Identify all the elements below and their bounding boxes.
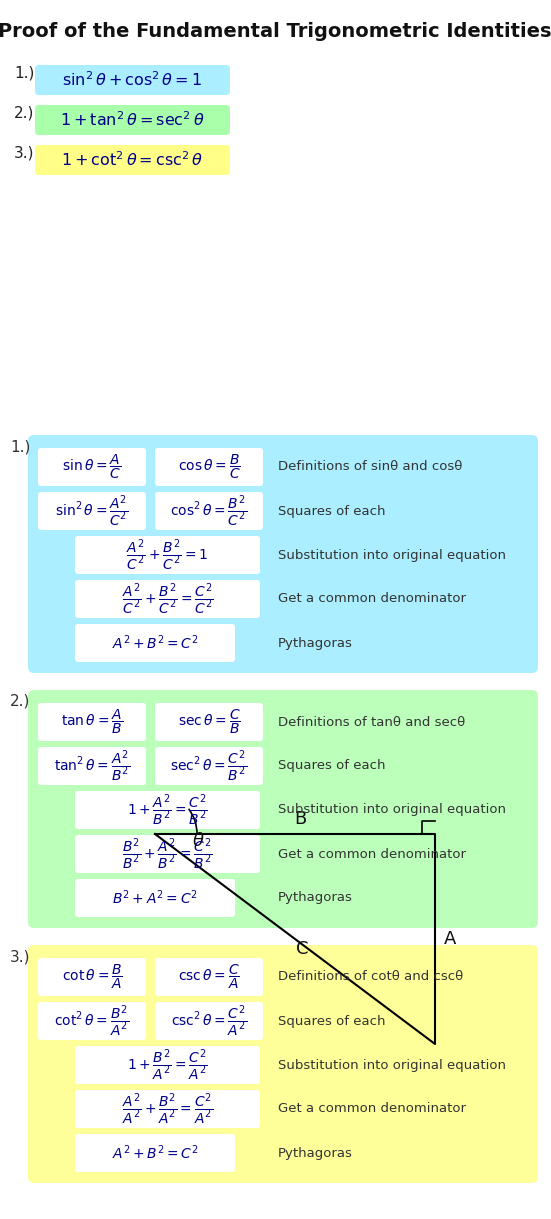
Text: $\sin^{2}\theta = \dfrac{A^{2}}{C^{2}}$: $\sin^{2}\theta = \dfrac{A^{2}}{C^{2}}$: [55, 494, 129, 529]
Text: $\cot\theta = \dfrac{B}{A}$: $\cot\theta = \dfrac{B}{A}$: [62, 963, 122, 991]
FancyBboxPatch shape: [35, 105, 230, 135]
Text: $\dfrac{A^{2}}{C^{2}}+\dfrac{B^{2}}{C^{2}}=1$: $\dfrac{A^{2}}{C^{2}}+\dfrac{B^{2}}{C^{2…: [126, 538, 209, 573]
FancyBboxPatch shape: [75, 1046, 260, 1084]
FancyBboxPatch shape: [75, 791, 260, 829]
Text: B: B: [294, 809, 306, 828]
FancyBboxPatch shape: [155, 747, 263, 785]
Text: Squares of each: Squares of each: [278, 1014, 386, 1028]
Text: $\dfrac{A^{2}}{C^{2}}+\dfrac{B^{2}}{C^{2}}=\dfrac{C^{2}}{C^{2}}$: $\dfrac{A^{2}}{C^{2}}+\dfrac{B^{2}}{C^{2…: [122, 581, 213, 617]
Text: 1.): 1.): [10, 439, 30, 453]
Text: $A^{2}+B^{2}=C^{2}$: $A^{2}+B^{2}=C^{2}$: [112, 634, 198, 652]
FancyBboxPatch shape: [75, 1090, 260, 1128]
FancyBboxPatch shape: [38, 958, 146, 996]
Text: $1 + \tan^{2}\theta = \sec^{2}\theta$: $1 + \tan^{2}\theta = \sec^{2}\theta$: [60, 111, 205, 129]
Text: $\dfrac{A^{2}}{A^{2}}+\dfrac{B^{2}}{A^{2}}=\dfrac{C^{2}}{A^{2}}$: $\dfrac{A^{2}}{A^{2}}+\dfrac{B^{2}}{A^{2…: [122, 1091, 213, 1126]
FancyBboxPatch shape: [155, 492, 263, 530]
Text: Pythagoras: Pythagoras: [278, 891, 353, 904]
Text: $1+\dfrac{A^{2}}{B^{2}}=\dfrac{C^{2}}{B^{2}}$: $1+\dfrac{A^{2}}{B^{2}}=\dfrac{C^{2}}{B^…: [127, 792, 208, 828]
Text: Get a common denominator: Get a common denominator: [278, 592, 466, 606]
Text: $B^{2}+A^{2}=C^{2}$: $B^{2}+A^{2}=C^{2}$: [112, 889, 198, 907]
Text: $\sin^{2}\theta + \cos^{2}\theta = 1$: $\sin^{2}\theta + \cos^{2}\theta = 1$: [62, 71, 203, 89]
Text: 1.): 1.): [14, 65, 34, 80]
Text: 3.): 3.): [10, 950, 30, 964]
Text: 3.): 3.): [14, 145, 35, 160]
Text: Squares of each: Squares of each: [278, 505, 386, 518]
Text: $\theta$: $\theta$: [192, 833, 204, 850]
Text: Definitions of tanθ and secθ: Definitions of tanθ and secθ: [278, 716, 465, 729]
Text: $\tan\theta = \dfrac{A}{B}$: $\tan\theta = \dfrac{A}{B}$: [61, 708, 123, 736]
Text: Definitions of cotθ and cscθ: Definitions of cotθ and cscθ: [278, 970, 463, 984]
FancyBboxPatch shape: [38, 747, 146, 785]
FancyBboxPatch shape: [35, 145, 230, 176]
FancyBboxPatch shape: [75, 879, 235, 917]
Text: Pythagoras: Pythagoras: [278, 636, 353, 650]
FancyBboxPatch shape: [38, 703, 146, 741]
Text: $\tan^{2}\theta = \dfrac{A^{2}}{B^{2}}$: $\tan^{2}\theta = \dfrac{A^{2}}{B^{2}}$: [54, 748, 130, 784]
Text: $\cot^{2}\theta = \dfrac{B^{2}}{A^{2}}$: $\cot^{2}\theta = \dfrac{B^{2}}{A^{2}}$: [55, 1003, 129, 1039]
Text: $\sin\theta = \dfrac{A}{C}$: $\sin\theta = \dfrac{A}{C}$: [62, 452, 122, 482]
FancyBboxPatch shape: [28, 435, 538, 673]
FancyBboxPatch shape: [75, 624, 235, 662]
Text: Squares of each: Squares of each: [278, 759, 386, 773]
Text: $\csc^{2}\theta = \dfrac{C^{2}}{A^{2}}$: $\csc^{2}\theta = \dfrac{C^{2}}{A^{2}}$: [171, 1003, 247, 1039]
Text: C: C: [296, 940, 308, 958]
FancyBboxPatch shape: [28, 690, 538, 928]
FancyBboxPatch shape: [75, 835, 260, 873]
Text: $\csc\theta = \dfrac{C}{A}$: $\csc\theta = \dfrac{C}{A}$: [178, 963, 240, 991]
Text: Pythagoras: Pythagoras: [278, 1147, 353, 1159]
Text: $\cos^{2}\theta = \dfrac{B^{2}}{C^{2}}$: $\cos^{2}\theta = \dfrac{B^{2}}{C^{2}}$: [170, 494, 247, 529]
FancyBboxPatch shape: [75, 580, 260, 618]
Text: A: A: [444, 930, 456, 948]
FancyBboxPatch shape: [155, 1002, 263, 1040]
Text: Substitution into original equation: Substitution into original equation: [278, 1058, 506, 1072]
FancyBboxPatch shape: [28, 945, 538, 1182]
FancyBboxPatch shape: [155, 958, 263, 996]
Text: 2.): 2.): [14, 105, 34, 119]
Text: $\sec^{2}\theta = \dfrac{C^{2}}{B^{2}}$: $\sec^{2}\theta = \dfrac{C^{2}}{B^{2}}$: [170, 748, 247, 784]
Text: $\dfrac{B^{2}}{B^{2}}+\dfrac{A^{2}}{B^{2}}=\dfrac{C^{2}}{B^{2}}$: $\dfrac{B^{2}}{B^{2}}+\dfrac{A^{2}}{B^{2…: [122, 836, 213, 872]
FancyBboxPatch shape: [75, 536, 260, 574]
FancyBboxPatch shape: [75, 1134, 235, 1171]
Text: Get a common denominator: Get a common denominator: [278, 847, 466, 861]
Text: $1+\dfrac{B^{2}}{A^{2}}=\dfrac{C^{2}}{A^{2}}$: $1+\dfrac{B^{2}}{A^{2}}=\dfrac{C^{2}}{A^…: [127, 1047, 208, 1082]
Text: 2.): 2.): [10, 694, 30, 709]
FancyBboxPatch shape: [38, 492, 146, 530]
FancyBboxPatch shape: [38, 1002, 146, 1040]
Text: Definitions of sinθ and cosθ: Definitions of sinθ and cosθ: [278, 461, 462, 473]
FancyBboxPatch shape: [35, 65, 230, 95]
Text: Substitution into original equation: Substitution into original equation: [278, 549, 506, 562]
Text: Get a common denominator: Get a common denominator: [278, 1102, 466, 1115]
FancyBboxPatch shape: [38, 449, 146, 486]
Text: Proof of the Fundamental Trigonometric Identities: Proof of the Fundamental Trigonometric I…: [0, 22, 551, 41]
Text: Substitution into original equation: Substitution into original equation: [278, 803, 506, 817]
Text: $A^{2}+B^{2}=C^{2}$: $A^{2}+B^{2}=C^{2}$: [112, 1143, 198, 1162]
Text: $\sec\theta = \dfrac{C}{B}$: $\sec\theta = \dfrac{C}{B}$: [177, 708, 240, 736]
FancyBboxPatch shape: [155, 449, 263, 486]
Text: $1 + \cot^{2}\theta = \csc^{2}\theta$: $1 + \cot^{2}\theta = \csc^{2}\theta$: [61, 151, 203, 169]
FancyBboxPatch shape: [155, 703, 263, 741]
Text: $\cos\theta = \dfrac{B}{C}$: $\cos\theta = \dfrac{B}{C}$: [177, 452, 240, 482]
